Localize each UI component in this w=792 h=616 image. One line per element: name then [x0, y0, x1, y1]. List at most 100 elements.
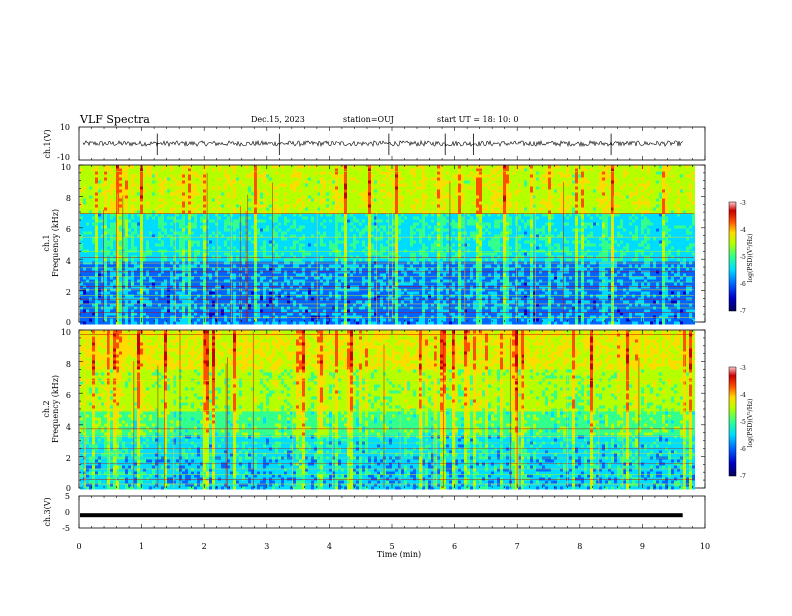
spectrogram-cell — [299, 241, 302, 244]
spectrogram-cell — [158, 256, 161, 259]
spectrogram-cell — [194, 211, 197, 214]
spectrogram-cell — [191, 196, 194, 199]
spectrogram-cell — [164, 193, 167, 196]
spectrogram-cell — [188, 208, 191, 211]
spectrogram-cell — [206, 274, 209, 277]
spectrogram-cell — [89, 310, 92, 313]
spectrogram-cell — [341, 181, 344, 184]
spectrogram-cell — [284, 313, 287, 316]
spectrogram-cell — [80, 253, 83, 256]
spectrogram-cell — [344, 199, 347, 202]
spectrogram-cell — [110, 220, 113, 223]
spectrogram-cell — [284, 256, 287, 259]
spectrogram-cell — [299, 295, 302, 298]
spectrogram-cell — [134, 175, 137, 178]
spectrogram-cell — [323, 259, 326, 262]
spectrogram-cell — [218, 319, 221, 322]
spectrogram-cell — [278, 247, 281, 250]
spectrogram-cell — [332, 223, 335, 226]
spectrogram-cell — [326, 202, 329, 205]
spectrogram-cell — [155, 208, 158, 211]
spectrogram-cell — [281, 208, 284, 211]
spectrogram-cell — [320, 193, 323, 196]
spectrogram-cell — [170, 211, 173, 214]
spectrogram-cell — [293, 319, 296, 322]
spectrogram-cell — [110, 253, 113, 256]
spectrogram-cell — [80, 277, 83, 280]
spectrogram-cell — [242, 202, 245, 205]
spectrogram-cell — [257, 166, 260, 169]
spectrogram-cell — [350, 256, 353, 259]
spectrogram-cell — [338, 265, 341, 268]
spectrogram-cell — [344, 205, 347, 208]
spectrogram-cell — [122, 241, 125, 244]
spectrogram-cell — [128, 241, 131, 244]
spectrogram-cell — [224, 199, 227, 202]
spectrogram-cell — [134, 220, 137, 223]
spectrogram-cell — [107, 199, 110, 202]
spectrogram-cell — [131, 193, 134, 196]
spectrogram-cell — [128, 199, 131, 202]
spectrogram-cell — [134, 202, 137, 205]
spectrogram-cell — [98, 187, 101, 190]
spectrogram-cell — [134, 193, 137, 196]
spectrogram-cell — [263, 256, 266, 259]
spectrogram-cell — [239, 175, 242, 178]
spectrogram-cell — [287, 226, 290, 229]
spectrogram-cell — [191, 295, 194, 298]
spectrogram-cell — [194, 277, 197, 280]
spectrogram-cell — [146, 295, 149, 298]
spectrogram-cell — [194, 205, 197, 208]
spectrogram-cell — [275, 313, 278, 316]
spectrogram-cell — [293, 208, 296, 211]
spectrogram-cell — [227, 265, 230, 268]
spectrogram-cell — [122, 310, 125, 313]
spectrogram-cell — [200, 199, 203, 202]
spectrogram-cell — [320, 301, 323, 304]
spectrogram-cell — [251, 226, 254, 229]
spectrogram-cell — [239, 181, 242, 184]
spectrogram-cell — [242, 241, 245, 244]
spectrogram-cell — [131, 292, 134, 295]
spectrogram-cell — [308, 232, 311, 235]
spectrogram-cell — [161, 223, 164, 226]
spectrogram-cell — [347, 238, 350, 241]
spectrogram-cell — [98, 322, 101, 325]
spectrogram-cell — [302, 301, 305, 304]
spectrogram-cell — [209, 313, 212, 316]
spectrogram-cell — [110, 295, 113, 298]
spectrogram-cell — [344, 175, 347, 178]
spectrogram-cell — [92, 205, 95, 208]
spectrogram-cell — [152, 166, 155, 169]
spectrogram-cell — [242, 322, 245, 325]
spectrogram-cell — [293, 223, 296, 226]
spectrogram-cell — [341, 217, 344, 220]
spectrogram-cell — [146, 175, 149, 178]
spectrogram-cell — [335, 232, 338, 235]
spectrogram-cell — [107, 196, 110, 199]
spectrogram-cell — [86, 313, 89, 316]
spectrogram-cell — [296, 172, 299, 175]
spectrogram-cell — [122, 196, 125, 199]
spectrogram-cell — [188, 226, 191, 229]
spectrogram-cell — [335, 202, 338, 205]
spectrogram-cell — [230, 193, 233, 196]
spectrogram-cell — [179, 256, 182, 259]
spectrogram-cell — [320, 241, 323, 244]
spectrogram-cell — [335, 166, 338, 169]
spectrogram-cell — [206, 301, 209, 304]
spectrogram-cell — [176, 229, 179, 232]
spectrogram-cell — [95, 211, 98, 214]
spectrogram-cell — [242, 259, 245, 262]
spectrogram-cell — [179, 208, 182, 211]
spectrogram-cell — [257, 211, 260, 214]
spectrogram-cell — [227, 277, 230, 280]
spectrogram-cell — [212, 175, 215, 178]
spectrogram-cell — [233, 322, 236, 325]
spectrogram-cell — [353, 247, 356, 250]
spectrogram-cell — [176, 313, 179, 316]
spectrogram-cell — [143, 178, 146, 181]
spectrogram-cell — [257, 226, 260, 229]
spectrogram-cell — [158, 310, 161, 313]
spectrogram-cell — [317, 178, 320, 181]
